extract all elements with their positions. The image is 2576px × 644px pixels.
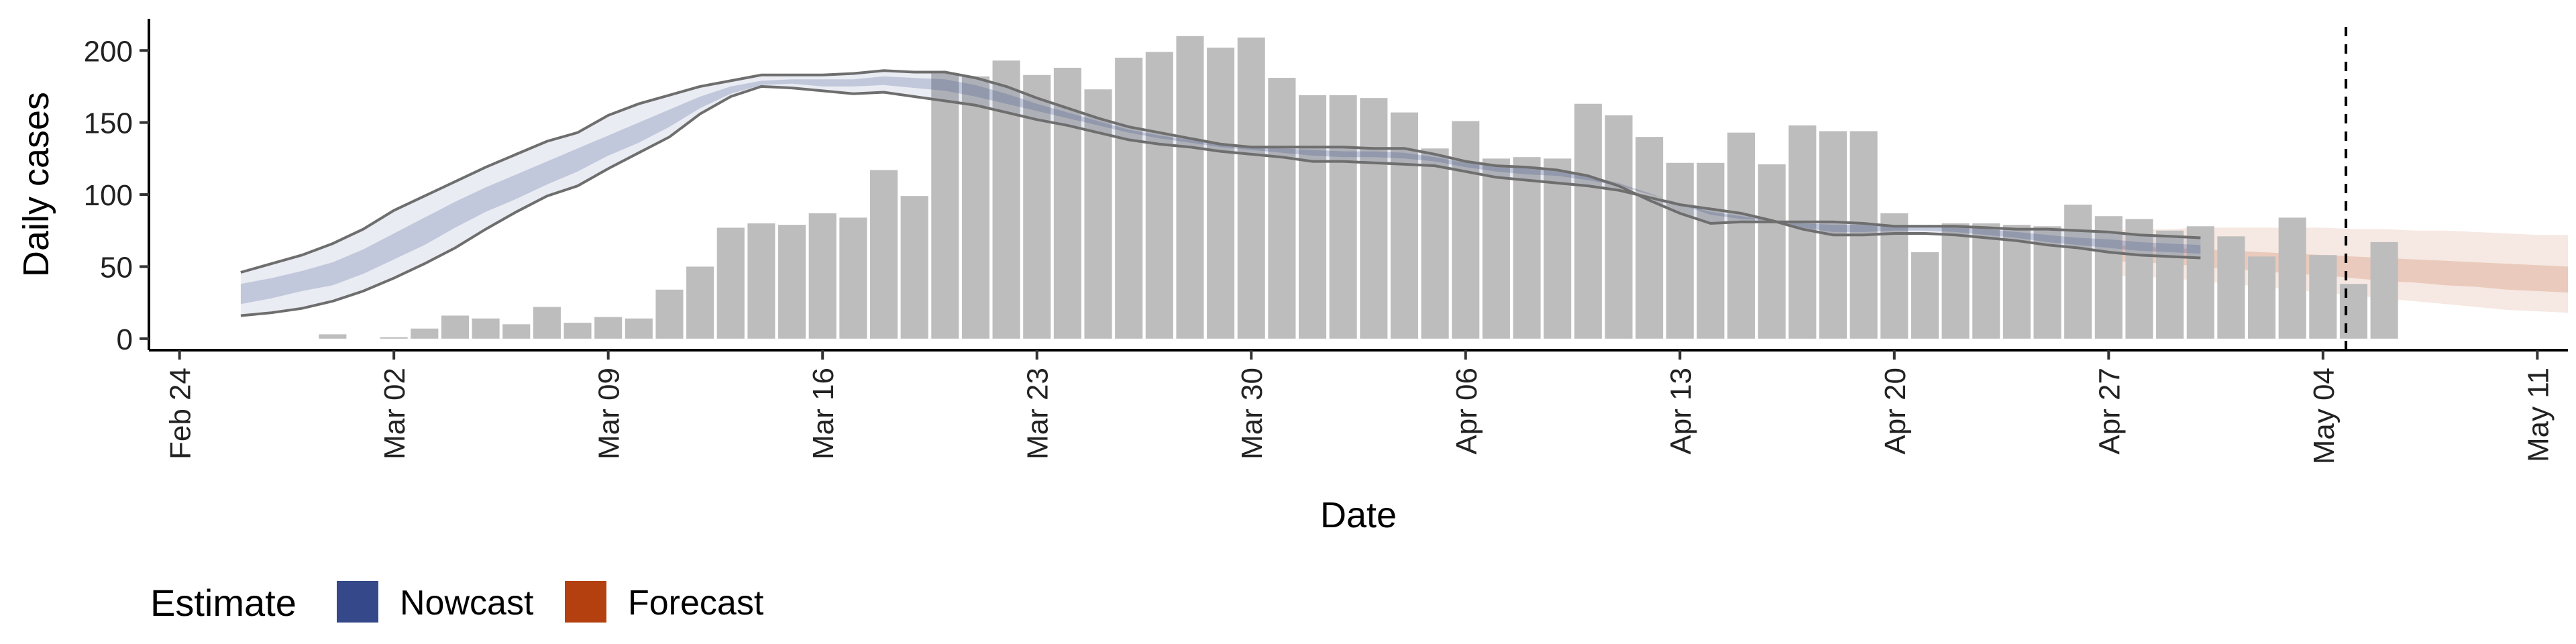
- case-bar: [1513, 157, 1541, 339]
- x-tick-label: Mar 30: [1236, 368, 1269, 460]
- case-bar: [1605, 115, 1633, 339]
- case-bar: [1697, 162, 1725, 339]
- legend-label-nowcast: Nowcast: [400, 584, 534, 623]
- y-tick-label: 50: [100, 251, 133, 284]
- legend-swatch-forecast: [565, 581, 606, 623]
- case-bar: [2094, 216, 2123, 339]
- case-bar: [839, 217, 867, 339]
- x-tick-label: Apr 20: [1879, 368, 1912, 455]
- case-bar: [2064, 205, 2092, 339]
- case-bar: [900, 196, 928, 339]
- case-bar: [1911, 252, 1939, 339]
- case-bar: [1941, 223, 1970, 339]
- y-tick-label: 150: [84, 107, 133, 140]
- case-bar: [564, 323, 592, 339]
- case-bar: [992, 60, 1020, 339]
- case-bar: [533, 307, 561, 339]
- x-tick-label: Apr 27: [2093, 368, 2126, 455]
- case-bar: [1421, 148, 1449, 339]
- case-bar: [1207, 47, 1235, 339]
- case-bar: [747, 223, 775, 339]
- case-bar: [2370, 241, 2398, 339]
- case-bar: [411, 328, 439, 339]
- case-bar: [319, 334, 347, 339]
- case-bar: [1268, 78, 1296, 339]
- case-bar: [441, 315, 469, 339]
- x-tick-label: Mar 23: [1022, 368, 1055, 460]
- x-tick-label: Mar 09: [593, 368, 626, 460]
- legend-swatch-nowcast: [337, 581, 378, 623]
- case-bar: [778, 225, 806, 339]
- x-tick-label: May 04: [2308, 368, 2341, 464]
- case-bar: [1176, 36, 1204, 339]
- y-axis-title: Daily cases: [16, 92, 56, 277]
- case-bar: [869, 170, 898, 339]
- case-bar: [1666, 162, 1694, 339]
- case-bar: [1482, 158, 1510, 339]
- case-bar: [1574, 103, 1602, 339]
- x-tick-label: Mar 16: [807, 368, 840, 460]
- case-bar: [1452, 121, 1480, 339]
- case-bar: [1053, 68, 1081, 339]
- legend: Estimate Nowcast Forecast: [150, 581, 764, 624]
- bars: [319, 36, 2398, 339]
- case-bar: [2339, 284, 2368, 339]
- y-tick-label: 200: [84, 35, 133, 68]
- case-bar: [625, 318, 653, 339]
- case-bar: [2309, 255, 2337, 339]
- case-bar: [1298, 95, 1327, 339]
- y-tick-label: 100: [84, 179, 133, 212]
- case-bar: [1972, 223, 2000, 339]
- y-axis-ticks: 0 50 100 150 200: [84, 35, 149, 356]
- x-tick-label: May 11: [2522, 368, 2555, 462]
- case-bar: [2186, 226, 2214, 339]
- case-bar: [686, 266, 714, 339]
- case-bar: [1390, 112, 1419, 339]
- case-bar: [594, 317, 623, 339]
- x-tick-label: Feb 24: [164, 368, 197, 460]
- x-tick-label: Apr 13: [1664, 368, 1697, 455]
- legend-label-forecast: Forecast: [628, 584, 764, 623]
- case-bar: [502, 324, 531, 339]
- x-axis-ticks: Feb 24 Mar 02 Mar 09 Mar 16 Mar 23 Mar 30 Apr …: [164, 350, 2555, 464]
- case-bar: [808, 213, 837, 339]
- x-axis-title: Date: [1320, 495, 1397, 535]
- case-bar: [2156, 230, 2184, 339]
- y-tick-label: 0: [117, 323, 133, 356]
- case-bar: [380, 337, 408, 339]
- case-bar: [961, 76, 989, 339]
- case-bar: [2002, 225, 2031, 339]
- case-bar: [1635, 137, 1664, 339]
- x-tick-label: Mar 02: [378, 368, 411, 460]
- case-bar: [2248, 256, 2276, 339]
- legend-title: Estimate: [150, 582, 297, 624]
- case-bar: [1727, 132, 1756, 339]
- case-bar: [2125, 219, 2153, 339]
- case-bar: [1115, 57, 1143, 339]
- case-bar: [655, 289, 684, 339]
- case-bar: [2217, 236, 2245, 339]
- nowcast-lower-line: [240, 85, 2201, 317]
- nowcast-upper-line: [240, 69, 2201, 274]
- case-bar: [472, 318, 500, 339]
- case-bar: [1145, 52, 1173, 339]
- axes: [148, 19, 2568, 352]
- x-tick-label: Apr 06: [1450, 368, 1483, 455]
- case-bar: [1544, 158, 1572, 339]
- case-bar: [931, 73, 959, 339]
- case-bar: [1329, 95, 1357, 339]
- case-bar: [1360, 98, 1388, 339]
- case-bar: [1758, 164, 1786, 339]
- nowcast-outline-lines: [240, 69, 2201, 317]
- case-bar: [1237, 37, 1265, 339]
- case-bar: [716, 227, 745, 339]
- case-bar: [2278, 217, 2306, 339]
